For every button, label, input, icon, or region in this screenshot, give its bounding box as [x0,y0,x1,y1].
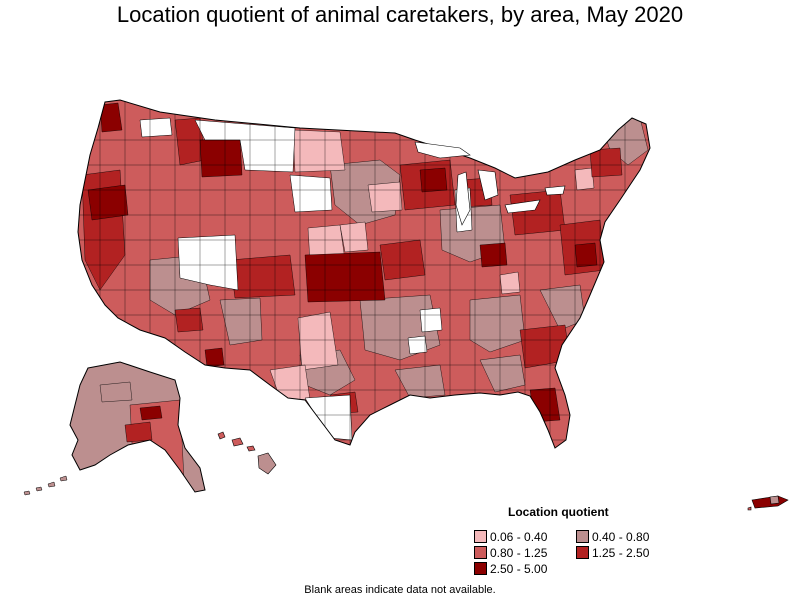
legend-swatch [576,530,589,543]
conus-outline [77,99,651,449]
legend-item-0-80-1-25: 0.80 - 1.25 [474,546,547,560]
legend-item-2-50-5-00: 2.50 - 5.00 [474,562,547,576]
legend-swatch [474,562,487,575]
legend-title: Location quotient [508,505,609,519]
aleutian-islands [23,475,68,496]
legend-item-0-40-0-80: 0.40 - 0.80 [576,530,649,544]
legend-swatch [474,530,487,543]
alaska-outline [69,361,206,493]
footnote: Blank areas indicate data not available. [304,584,496,596]
hawaii-region [217,431,277,475]
legend-swatch [576,546,589,559]
puerto-rico-region [747,495,789,511]
legend-item-0-06-0-40: 0.06 - 0.40 [474,530,547,544]
legend-swatch [474,546,487,559]
great-lakes [414,141,566,226]
map-title: Location quotient of animal caretakers, … [116,2,684,27]
legend-item-1-25-2-50: 1.25 - 2.50 [576,546,649,560]
